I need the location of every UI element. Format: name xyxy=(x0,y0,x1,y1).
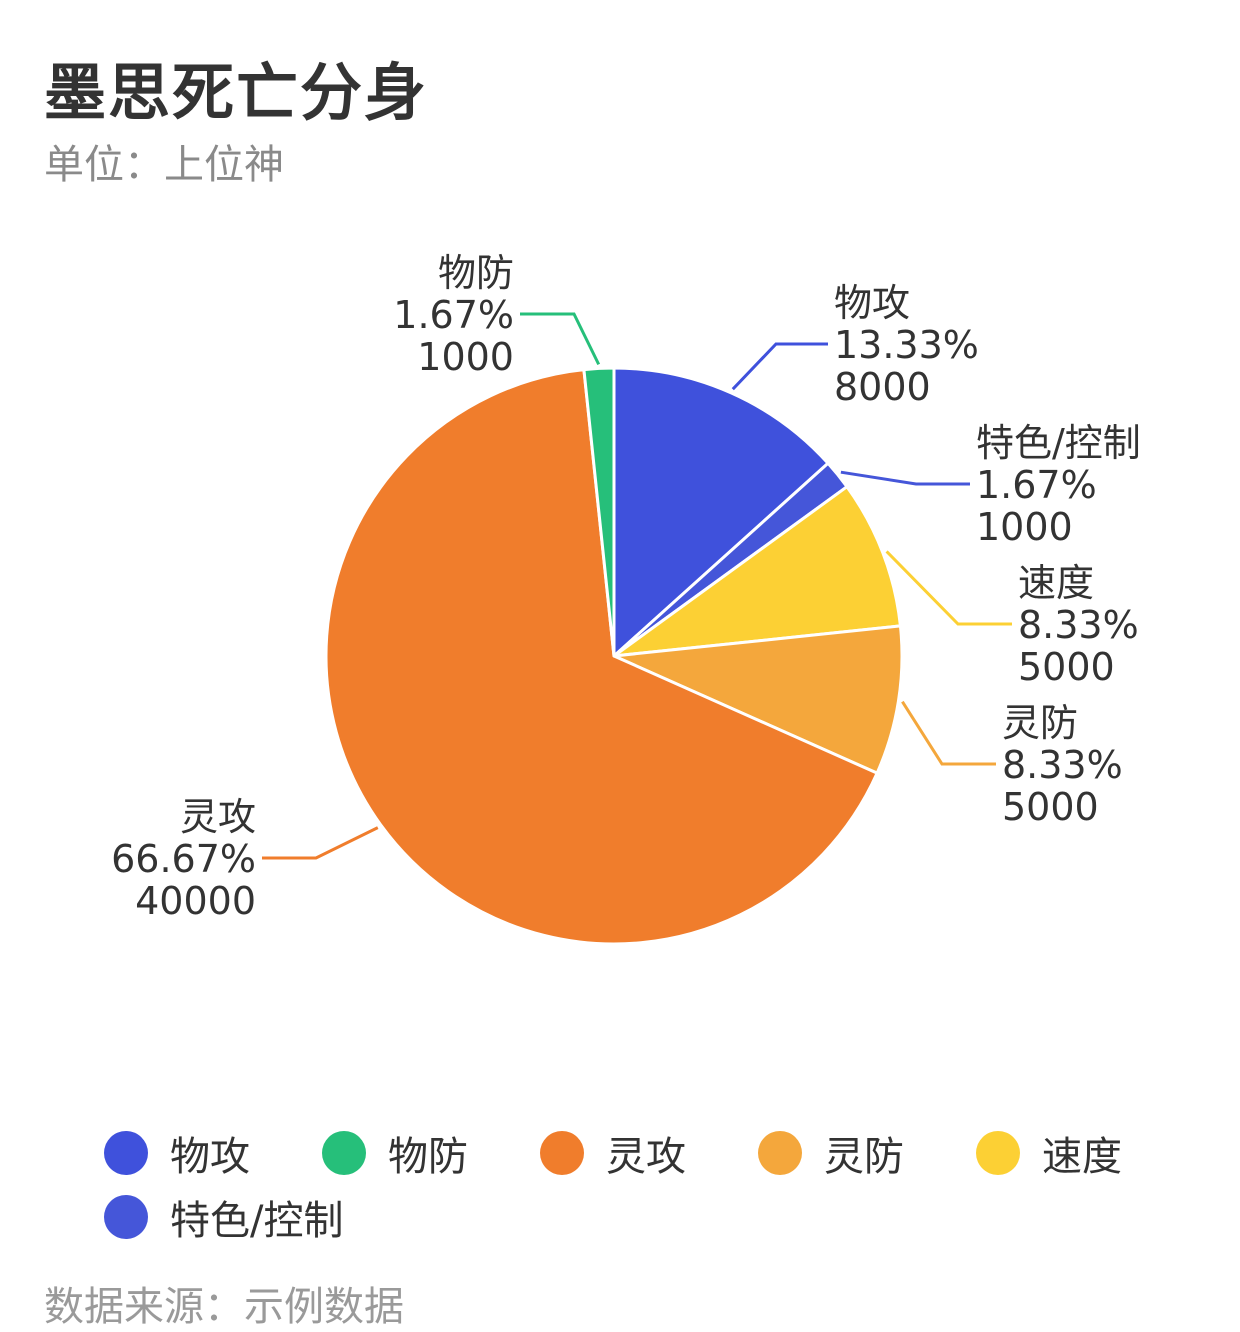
legend-swatch xyxy=(976,1131,1020,1175)
legend-swatch xyxy=(104,1131,148,1175)
slice-label-percent: 66.67% xyxy=(111,837,256,881)
slice-label-percent: 8.33% xyxy=(1018,603,1139,647)
pie-slice-0 xyxy=(612,366,830,658)
legend-swatch xyxy=(540,1131,584,1175)
slice-label-percent: 13.33% xyxy=(834,323,979,367)
legend-label: 速度 xyxy=(1042,1134,1122,1180)
leader-line-1 xyxy=(520,312,601,366)
legend-item-1[interactable]: 物防 xyxy=(322,1130,468,1180)
legend-item-2[interactable]: 灵攻 xyxy=(540,1130,686,1180)
legend-item-4[interactable]: 速度 xyxy=(976,1130,1122,1180)
legend-item-0[interactable]: 物攻 xyxy=(104,1130,250,1180)
leader-line-5 xyxy=(840,470,970,486)
slice-label-name: 速度 xyxy=(1018,561,1094,605)
slice-label-2: 灵攻 66.67% 40000 xyxy=(111,795,256,923)
slice-label-value: 40000 xyxy=(135,879,256,923)
slice-label-value: 8000 xyxy=(834,365,931,409)
slice-label-value: 5000 xyxy=(1002,785,1099,829)
legend-label: 物攻 xyxy=(170,1134,250,1180)
slice-label-percent: 8.33% xyxy=(1002,743,1123,787)
slice-label-name: 物防 xyxy=(438,251,514,295)
legend-label: 灵防 xyxy=(824,1134,904,1180)
chart-legend: 物攻 物防 灵攻 灵防 速度特色/控制 xyxy=(104,1130,1204,1244)
legend-item-5[interactable]: 特色/控制 xyxy=(104,1194,343,1244)
slice-label-percent: 1.67% xyxy=(976,463,1097,507)
slice-label-value: 1000 xyxy=(976,505,1073,549)
leader-line-3 xyxy=(901,700,996,766)
legend-label: 特色/控制 xyxy=(170,1198,344,1244)
pie-slice-1 xyxy=(582,366,616,658)
slice-label-0: 物攻 13.33% 8000 xyxy=(834,281,979,409)
slice-label-name: 灵防 xyxy=(1002,701,1078,745)
leader-line-2 xyxy=(262,826,379,860)
slice-label-value: 1000 xyxy=(417,335,514,379)
legend-swatch xyxy=(104,1195,148,1239)
slice-label-4: 速度 8.33% 5000 xyxy=(1018,561,1139,689)
slice-label-name: 特色/控制 xyxy=(976,421,1141,465)
pie-slice-3 xyxy=(612,624,904,775)
legend-item-3[interactable]: 灵防 xyxy=(758,1130,904,1180)
slice-label-percent: 1.67% xyxy=(393,293,514,337)
slice-label-name: 灵攻 xyxy=(180,795,256,839)
slice-label-5: 特色/控制 1.67% 1000 xyxy=(976,421,1141,549)
legend-label: 物防 xyxy=(388,1134,468,1180)
pie-slice-4 xyxy=(612,485,902,658)
leader-line-4 xyxy=(885,550,1012,626)
chart-source-note: 数据来源：示例数据 xyxy=(44,1284,404,1330)
slice-label-1: 物防 1.67% 1000 xyxy=(393,251,514,379)
legend-swatch xyxy=(758,1131,802,1175)
slice-label-value: 5000 xyxy=(1018,645,1115,689)
legend-label: 灵攻 xyxy=(606,1134,686,1180)
chart-subtitle: 单位：上位神 xyxy=(44,142,284,188)
legend-swatch xyxy=(322,1131,366,1175)
pie-slice-2 xyxy=(324,368,879,946)
slice-label-3: 灵防 8.33% 5000 xyxy=(1002,701,1123,829)
chart-title: 墨思死亡分身 xyxy=(44,56,429,129)
slice-label-name: 物攻 xyxy=(834,281,910,325)
leader-line-0 xyxy=(731,342,828,391)
